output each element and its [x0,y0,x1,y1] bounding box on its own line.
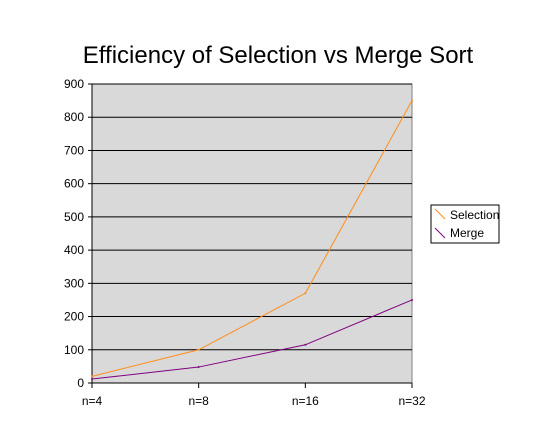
series-lines [91,99,413,381]
series-line-merge [91,299,413,380]
data-point-merge-2 [304,343,307,346]
x-tick-label-1: n=8 [188,394,209,408]
y-tick-label-100: 100 [64,343,84,357]
series-line-selection [91,100,413,377]
data-point-selection-0 [91,375,93,378]
gridlines [92,83,412,351]
plot-area [91,83,413,384]
x-tick-label-2: n=16 [292,394,319,408]
legend-label-merge: Merge [450,226,484,240]
y-tick-label-0: 0 [77,376,84,390]
y-tick-label-200: 200 [64,310,84,324]
y-tick-label-700: 700 [64,143,84,157]
data-point-selection-3 [411,99,413,102]
data-point-merge-3 [411,298,413,301]
y-tick-label-400: 400 [64,243,84,257]
y-tick-label-800: 800 [64,110,84,124]
y-axis-tick-labels: 0 100 200 300 400 500 600 700 800 900 [64,77,84,390]
data-point-selection-1 [197,348,200,351]
y-tick-label-600: 600 [64,177,84,191]
chart-title: Efficiency of Selection vs Merge Sort [83,42,474,69]
y-tick-label-500: 500 [64,210,84,224]
data-point-merge-1 [197,366,200,369]
y-tick-label-300: 300 [64,276,84,290]
axes [88,83,413,388]
legend: Selection Merge [430,204,500,244]
data-point-selection-2 [304,292,307,295]
x-tick-label-0: n=4 [82,394,103,408]
legend-swatch-selection [434,208,446,220]
x-tick-label-3: n=32 [398,394,425,408]
y-tick-label-900: 900 [64,77,84,91]
data-point-merge-0 [91,378,93,381]
legend-box [430,204,500,244]
legend-swatch-merge [434,227,446,239]
legend-label-selection: Selection [450,208,499,222]
x-axis-tick-labels: n=4 n=8 n=16 n=32 [82,394,426,408]
